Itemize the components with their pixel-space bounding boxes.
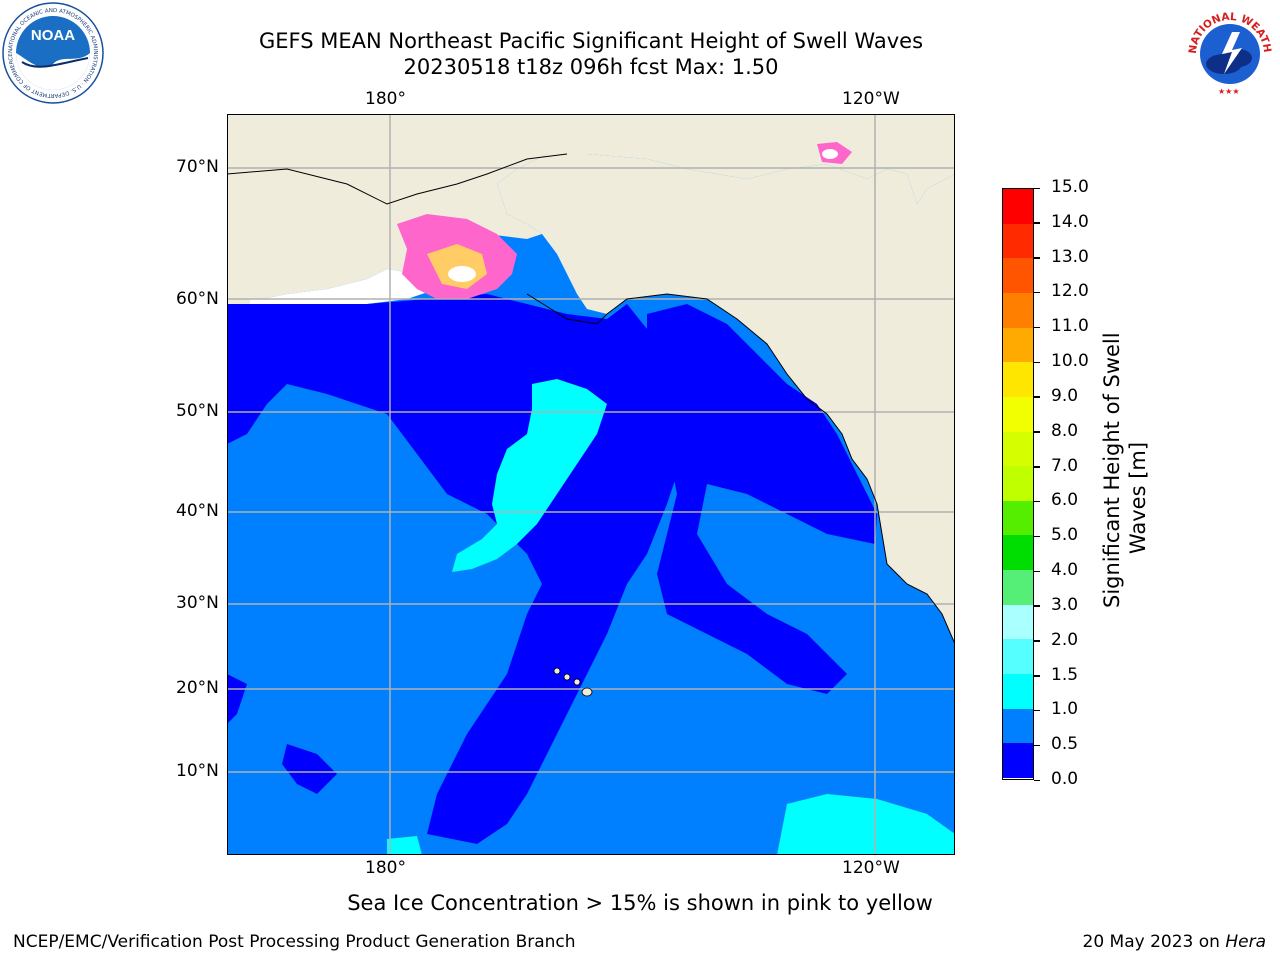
colorbar-tick-label: 5.0 bbox=[1051, 525, 1079, 546]
ocean-0-0.5m-patch bbox=[282, 744, 337, 794]
colorbar-tick-mark bbox=[1034, 709, 1040, 712]
colorbar-tick-mark bbox=[1034, 675, 1040, 677]
colorbar-bin bbox=[1003, 604, 1033, 640]
colorbar-tick-mark bbox=[1034, 431, 1040, 433]
footer-host: Hera bbox=[1225, 932, 1266, 952]
colorbar-bin bbox=[1003, 570, 1033, 606]
lat-label-10n: 10°N bbox=[176, 761, 219, 781]
chart-title: GEFS MEAN Northeast Pacific Significant … bbox=[258, 29, 924, 53]
noaa-logo: NOAA NATIONAL OCEANIC AND ATMOSPHERIC AD… bbox=[2, 2, 104, 104]
map-grid bbox=[227, 114, 955, 855]
map-panel bbox=[226, 113, 956, 856]
colorbar-bin bbox=[1003, 189, 1033, 224]
footer-date: 20 May 2023 on bbox=[1082, 932, 1226, 952]
colorbar-tick-mark bbox=[1034, 222, 1040, 224]
colorbar-tick-label: 11.0 bbox=[1051, 316, 1089, 337]
colorbar-tick-label: 1.5 bbox=[1051, 664, 1079, 685]
coastline-alaska-peninsula bbox=[526, 293, 608, 325]
colorbar-bin bbox=[1003, 639, 1033, 675]
colorbar-tick-label: 7.0 bbox=[1051, 455, 1079, 476]
colorbar-tick-label: 12.0 bbox=[1051, 281, 1089, 302]
colorbar-bin bbox=[1003, 708, 1033, 744]
footer-right: 20 May 2023 on Hera bbox=[1083, 932, 1267, 952]
svg-text:★★★: ★★★ bbox=[1218, 87, 1240, 96]
colorbar-tick-mark bbox=[1034, 605, 1040, 607]
colorbar-title-line1: Significant Height of Swell bbox=[1100, 332, 1124, 608]
colorbar-tick-label: 14.0 bbox=[1051, 211, 1089, 232]
colorbar-bin bbox=[1003, 431, 1033, 467]
hawaii-islands bbox=[553, 667, 593, 697]
colorbar-tick-mark bbox=[1034, 326, 1040, 329]
colorbar-bin bbox=[1003, 362, 1033, 398]
colorbar-bin bbox=[1003, 500, 1033, 536]
colorbar-bin bbox=[1003, 674, 1033, 710]
colorbar-tick-label: 13.0 bbox=[1051, 246, 1089, 267]
colorbar-tick-mark bbox=[1034, 257, 1040, 259]
lat-label-60n: 60°N bbox=[176, 289, 219, 309]
colorbar-bin bbox=[1003, 327, 1033, 363]
lon-label-top-120w: 120°W bbox=[842, 89, 900, 109]
nws-logo: NATIONAL WEATHER SERVICE ★★★ bbox=[1176, 0, 1280, 102]
footer-left: NCEP/EMC/Verification Post Processing Pr… bbox=[13, 932, 576, 952]
colorbar-title-line2: Waves [m] bbox=[1126, 441, 1150, 555]
colorbar-ticks: 15.0 14.0 13.0 12.0 11.0 10.0 9.0 8.0 7.0 6.0 5.0 4… bbox=[1034, 177, 1094, 789]
coastline-america bbox=[606, 293, 956, 645]
colorbar-tick-mark bbox=[1034, 779, 1040, 781]
land-north-america bbox=[497, 114, 955, 644]
colorbar-tick-label: 0.0 bbox=[1051, 769, 1079, 789]
colorbar-tick-mark bbox=[1034, 396, 1040, 398]
colorbar-tick-mark bbox=[1034, 361, 1040, 364]
colorbar-tick-mark bbox=[1034, 570, 1040, 573]
lat-label-50n: 50°N bbox=[176, 401, 219, 421]
colorbar-bin bbox=[1003, 292, 1033, 328]
sea-ice-beaufort-white bbox=[822, 149, 838, 159]
colorbar-bin bbox=[1003, 466, 1033, 502]
colorbar-bin bbox=[1003, 223, 1033, 259]
chart-subtitle: 20230518 t18z 096h fcst Max: 1.50 bbox=[403, 55, 779, 79]
lon-label-top-180: 180° bbox=[365, 89, 406, 109]
colorbar-tick-label: 4.0 bbox=[1051, 560, 1079, 581]
colorbar-tick-label: 3.0 bbox=[1051, 594, 1079, 615]
lat-label-40n: 40°N bbox=[176, 501, 219, 521]
colorbar-tick-label: 9.0 bbox=[1051, 385, 1079, 406]
colorbar-tick-label: 1.0 bbox=[1051, 699, 1079, 720]
colorbar-tick-mark bbox=[1034, 466, 1040, 468]
colorbar-tick-label: 10.0 bbox=[1051, 351, 1089, 372]
colorbar-bin bbox=[1003, 743, 1033, 779]
colorbar-tick-mark bbox=[1034, 535, 1040, 538]
lat-label-20n: 20°N bbox=[176, 678, 219, 698]
lon-label-bottom-120w: 120°W bbox=[842, 858, 900, 878]
colorbar-tick-mark bbox=[1034, 744, 1040, 747]
noaa-word: NOAA bbox=[31, 27, 75, 44]
ocean-1-1.5m-small bbox=[387, 836, 422, 855]
colorbar-tick-label: 2.0 bbox=[1051, 629, 1079, 650]
lat-label-30n: 30°N bbox=[176, 593, 219, 613]
colorbar-tick-label: 6.0 bbox=[1051, 490, 1079, 511]
colorbar-tick-mark bbox=[1034, 291, 1040, 294]
colorbar-tick-mark bbox=[1034, 500, 1040, 503]
colorbar-bin bbox=[1003, 535, 1033, 571]
lat-label-70n: 70°N bbox=[176, 157, 219, 177]
colorbar-title: Significant Height of Swell Waves [m] bbox=[1099, 332, 1151, 608]
colorbar-tick-mark bbox=[1034, 187, 1040, 189]
colorbar-tick-mark bbox=[1034, 640, 1040, 642]
map-svg bbox=[226, 113, 956, 856]
colorbar-tick-label: 8.0 bbox=[1051, 420, 1079, 441]
colorbar-bin bbox=[1003, 258, 1033, 294]
coastline-arctic bbox=[226, 153, 568, 205]
sea-ice-white-center bbox=[448, 266, 476, 282]
ocean-1-1.5m-central bbox=[452, 379, 607, 572]
colorbar bbox=[1002, 188, 1034, 780]
colorbar-bin bbox=[1003, 396, 1033, 432]
colorbar-tick-label: 0.5 bbox=[1051, 734, 1079, 755]
ocean-0-0.5m-hawaii-west bbox=[227, 674, 247, 724]
sea-ice-note: Sea Ice Concentration > 15% is shown in … bbox=[347, 891, 933, 915]
lon-label-bottom-180: 180° bbox=[365, 858, 406, 878]
no-data-shelf bbox=[227, 264, 437, 309]
ocean-0-0.5m-east bbox=[647, 304, 877, 694]
ocean-1-1.5m-south bbox=[777, 794, 955, 855]
colorbar-tick-label: 15.0 bbox=[1051, 177, 1089, 197]
